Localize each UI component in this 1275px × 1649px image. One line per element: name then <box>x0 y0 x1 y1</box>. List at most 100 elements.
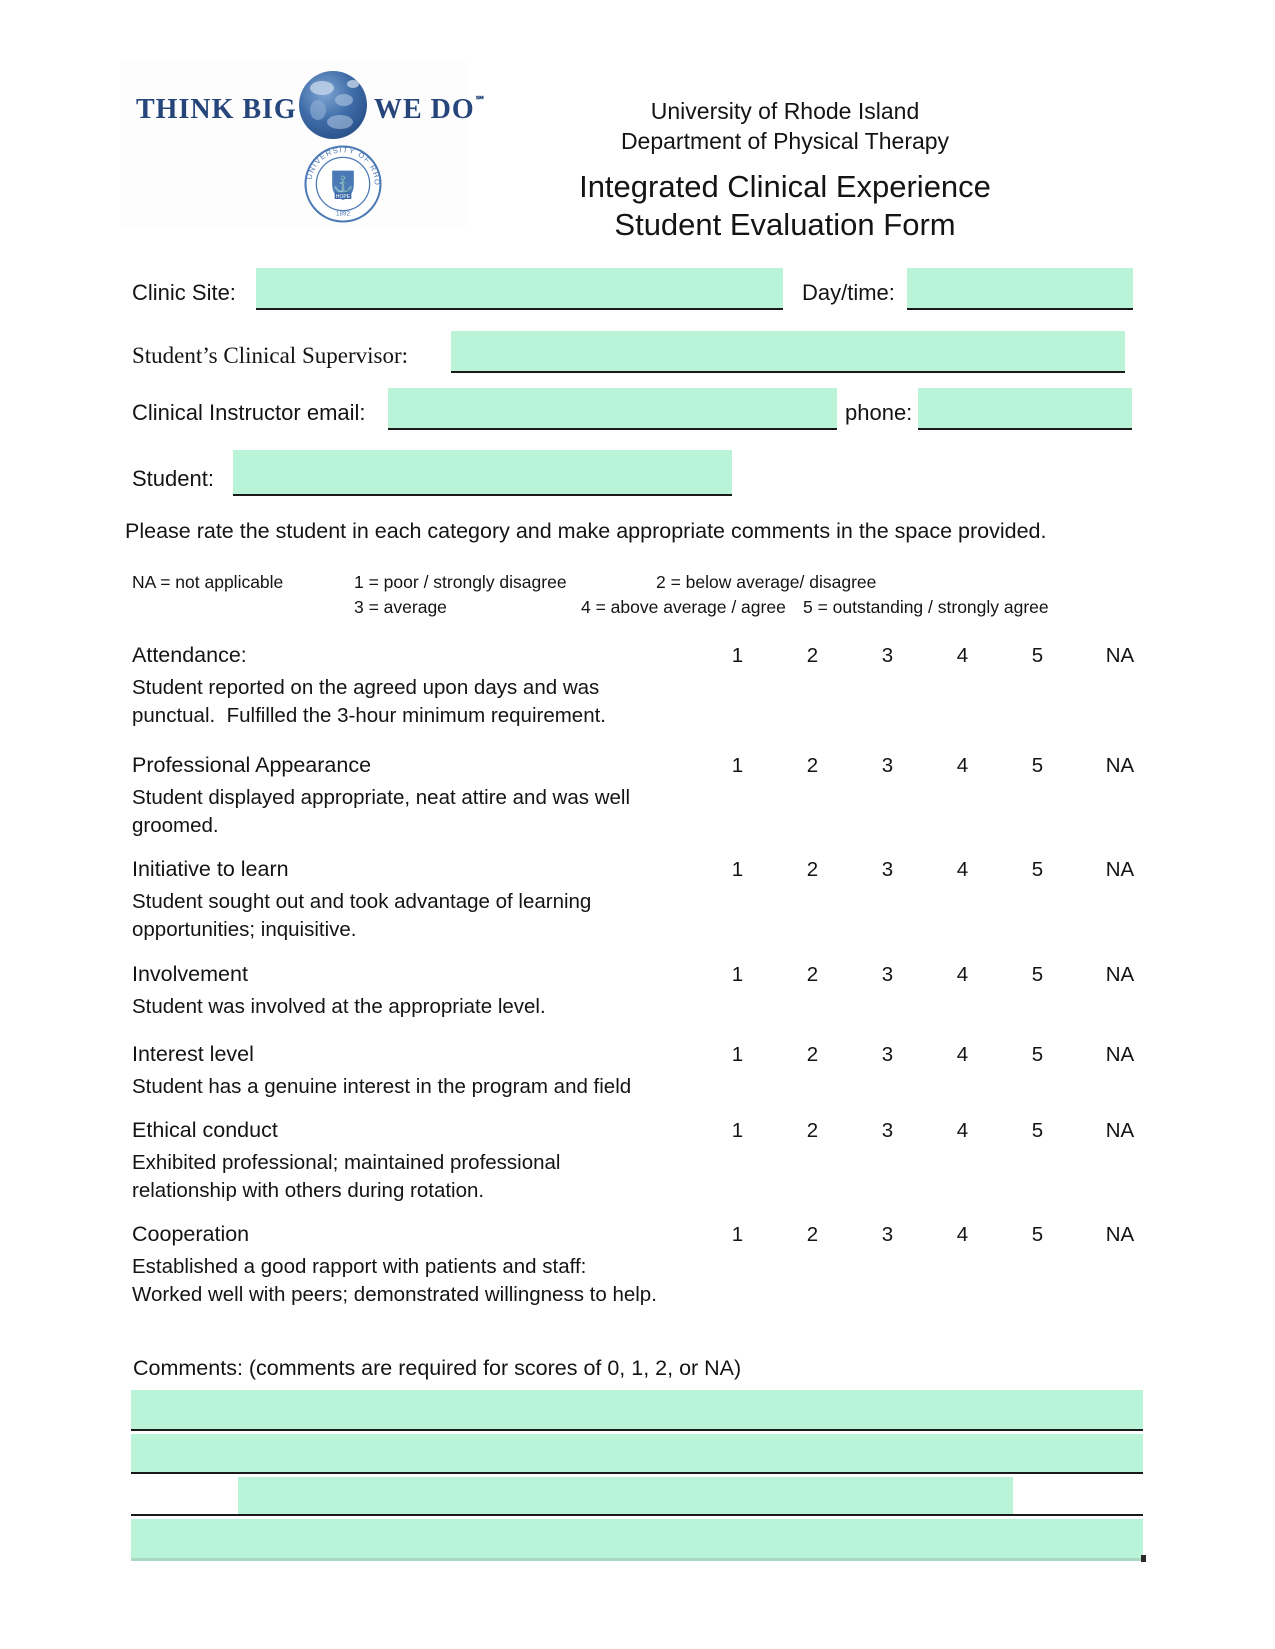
rating-instruction: Please rate the student in each category… <box>125 519 1047 543</box>
org-line-1: University of Rhode Island <box>650 98 920 124</box>
item-title: Cooperation <box>132 1222 250 1246</box>
svg-text:HOPE: HOPE <box>336 194 351 200</box>
rating-1[interactable]: 1 <box>731 1223 744 1246</box>
legend-4: 4 = above average / agree <box>581 597 786 617</box>
rating-3[interactable]: 3 <box>881 754 894 777</box>
rating-na[interactable]: NA <box>1105 1223 1135 1246</box>
comment-line-4[interactable] <box>131 1519 1146 1562</box>
rating-2[interactable]: 2 <box>806 754 819 777</box>
item-description: Student reported on the agreed upon days… <box>132 676 600 699</box>
rating-1[interactable]: 1 <box>731 1119 744 1142</box>
rating-1[interactable]: 1 <box>731 963 744 986</box>
rating-2[interactable]: 2 <box>806 644 819 667</box>
rating-5[interactable]: 5 <box>1031 1119 1044 1142</box>
item-cooperation: Cooperation 1 2 3 4 5 NA Established a g… <box>125 1219 1165 1309</box>
rating-4[interactable]: 4 <box>956 754 969 777</box>
svg-text:1892: 1892 <box>336 211 350 218</box>
rating-na[interactable]: NA <box>1105 963 1135 986</box>
rating-na[interactable]: NA <box>1105 644 1135 667</box>
form-title-line-2: Student Evaluation Form <box>614 207 956 242</box>
legend-5: 5 = outstanding / strongly agree <box>803 597 1049 617</box>
rating-4[interactable]: 4 <box>956 644 969 667</box>
item-description: Student displayed appropriate, neat atti… <box>132 786 631 809</box>
student-field[interactable] <box>233 450 732 496</box>
rating-na[interactable]: NA <box>1105 858 1135 881</box>
item-attendance: Attendance: 1 2 3 4 5 NA Student reporte… <box>125 640 1165 730</box>
rating-5[interactable]: 5 <box>1031 1043 1044 1066</box>
item-description: Student sought out and took advantage of… <box>132 890 592 913</box>
rating-2[interactable]: 2 <box>806 1223 819 1246</box>
item-description: relationship with others during rotation… <box>132 1179 485 1202</box>
rating-5[interactable]: 5 <box>1031 1223 1044 1246</box>
student-label: Student: <box>132 466 214 491</box>
rating-1[interactable]: 1 <box>731 644 744 667</box>
globe-icon <box>299 71 367 139</box>
supervisor-field[interactable] <box>451 331 1125 373</box>
rating-na[interactable]: NA <box>1105 754 1135 777</box>
rating-5[interactable]: 5 <box>1031 754 1044 777</box>
form-title-line-1: Integrated Clinical Experience <box>579 169 991 204</box>
phone-label: phone: <box>845 400 913 425</box>
comment-line-1[interactable] <box>131 1390 1143 1431</box>
item-description: punctual. Fulfilled the 3-hour minimum r… <box>132 704 606 727</box>
think-big-text: THINK BIG <box>136 94 297 125</box>
instructor-email-label: Clinical Instructor email: <box>132 400 366 425</box>
daytime-label: Day/time: <box>802 280 895 305</box>
item-interest-level: Interest level 1 2 3 4 5 NA Student has … <box>125 1039 1165 1101</box>
rating-na[interactable]: NA <box>1105 1119 1135 1142</box>
rating-4[interactable]: 4 <box>956 963 969 986</box>
rating-2[interactable]: 2 <box>806 858 819 881</box>
row-instructor-email: Clinical Instructor email: phone: <box>125 388 1160 430</box>
we-do-text: WE DO℠ <box>374 94 486 125</box>
rating-5[interactable]: 5 <box>1031 963 1044 986</box>
form-title-block: Integrated Clinical Experience Student E… <box>530 168 1040 244</box>
rating-4[interactable]: 4 <box>956 1223 969 1246</box>
comment-line-3-highlight[interactable] <box>238 1477 1013 1514</box>
rating-1[interactable]: 1 <box>731 754 744 777</box>
item-title: Involvement <box>132 962 248 986</box>
rating-3[interactable]: 3 <box>881 1119 894 1142</box>
phone-field[interactable] <box>918 388 1132 430</box>
item-title: Attendance: <box>132 643 247 667</box>
rating-5[interactable]: 5 <box>1031 644 1044 667</box>
clinic-site-field[interactable] <box>256 268 783 310</box>
uri-logo-block: THINK BIG WE DO℠ UNI <box>120 58 486 230</box>
rating-2[interactable]: 2 <box>806 1043 819 1066</box>
row-student: Student: <box>125 450 1160 496</box>
rating-5[interactable]: 5 <box>1031 858 1044 881</box>
rating-2[interactable]: 2 <box>806 1119 819 1142</box>
daytime-field[interactable] <box>907 268 1133 310</box>
rating-1[interactable]: 1 <box>731 858 744 881</box>
item-initiative-to-learn: Initiative to learn 1 2 3 4 5 NA Student… <box>125 854 1165 944</box>
org-line-2: Department of Physical Therapy <box>620 128 950 154</box>
rating-na[interactable]: NA <box>1105 1043 1135 1066</box>
row-clinic-site: Clinic Site: Day/time: <box>125 268 1160 310</box>
item-description: groomed. <box>132 814 219 837</box>
comment-line-2[interactable] <box>131 1434 1143 1474</box>
rating-1[interactable]: 1 <box>731 1043 744 1066</box>
line-end-dot <box>1141 1555 1146 1562</box>
rating-3[interactable]: 3 <box>881 1043 894 1066</box>
clinic-site-label: Clinic Site: <box>132 280 236 305</box>
item-description: Student was involved at the appropriate … <box>132 995 546 1018</box>
rating-4[interactable]: 4 <box>956 1119 969 1142</box>
comments-label: Comments: (comments are required for sco… <box>133 1356 742 1380</box>
rating-3[interactable]: 3 <box>881 858 894 881</box>
item-title: Professional Appearance <box>132 753 372 777</box>
rating-4[interactable]: 4 <box>956 1043 969 1066</box>
rating-3[interactable]: 3 <box>881 644 894 667</box>
comment-line-3[interactable] <box>131 1477 1143 1516</box>
item-title: Initiative to learn <box>132 857 289 881</box>
legend-na: NA = not applicable <box>132 572 284 592</box>
instructor-email-field[interactable] <box>388 388 837 430</box>
supervisor-label: Student’s Clinical Supervisor: <box>132 343 408 368</box>
rating-3[interactable]: 3 <box>881 963 894 986</box>
legend-3: 3 = average <box>354 597 447 617</box>
rating-4[interactable]: 4 <box>956 858 969 881</box>
rating-3[interactable]: 3 <box>881 1223 894 1246</box>
legend-1: 1 = poor / strongly disagree <box>354 572 567 592</box>
university-seal-icon: UNIVERSITY OF RHODE ISLAND ⚓ HOPE 1892 <box>303 144 382 223</box>
item-professional-appearance: Professional Appearance 1 2 3 4 5 NA Stu… <box>125 750 1165 840</box>
rating-2[interactable]: 2 <box>806 963 819 986</box>
